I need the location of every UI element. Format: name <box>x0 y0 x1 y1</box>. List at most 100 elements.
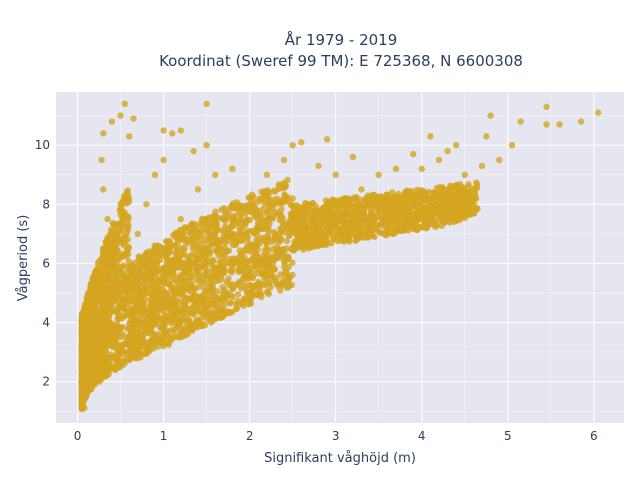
scatter-point <box>143 201 150 208</box>
scatter-point <box>237 212 244 219</box>
scatter-point <box>208 286 215 294</box>
scatter-point <box>145 339 153 346</box>
scatter-point <box>394 216 401 224</box>
scatter-point <box>246 201 253 208</box>
scatter-point <box>95 324 103 331</box>
scatter-point <box>211 219 218 227</box>
scatter-point <box>155 331 162 338</box>
scatter-point <box>87 363 94 370</box>
scatter-point <box>114 236 122 243</box>
scatter-point <box>115 305 123 312</box>
x-tick-label: 2 <box>246 429 254 443</box>
scatter-point <box>271 187 278 194</box>
scatter-point <box>252 292 260 299</box>
scatter-point <box>355 229 362 237</box>
scatter-point <box>142 254 149 261</box>
scatter-point <box>167 320 175 327</box>
scatter-point <box>283 237 291 245</box>
scatter-point <box>140 301 147 309</box>
scatter-point <box>248 256 255 263</box>
scatter-point <box>183 283 190 290</box>
scatter-point <box>150 261 158 268</box>
scatter-point <box>169 283 176 291</box>
scatter-point <box>401 201 408 208</box>
scatter-point <box>543 103 550 111</box>
scatter-point <box>282 257 290 264</box>
scatter-point <box>137 311 145 319</box>
scatter-point <box>315 162 322 170</box>
scatter-point <box>201 287 208 294</box>
scatter-point <box>370 191 377 199</box>
scatter-point <box>139 351 147 358</box>
scatter-point <box>121 274 128 281</box>
scatter-point <box>126 325 133 332</box>
scatter-point <box>207 248 214 255</box>
scatter-point <box>80 320 87 327</box>
scatter-point <box>280 156 288 164</box>
scatter-point <box>223 278 231 286</box>
scatter-point <box>134 230 141 238</box>
scatter-point <box>202 301 209 308</box>
scatter-point <box>124 268 131 276</box>
scatter-point <box>117 112 124 119</box>
scatter-point <box>276 216 284 224</box>
scatter-point <box>236 247 243 254</box>
scatter-point <box>95 334 103 341</box>
scatter-point <box>312 218 319 225</box>
scatter-point <box>454 189 462 197</box>
scatter-point <box>326 208 333 216</box>
scatter-point <box>176 252 183 259</box>
scatter-point <box>78 339 86 346</box>
scatter-point <box>427 133 434 140</box>
scatter-point <box>456 181 464 188</box>
scatter-point <box>171 277 179 284</box>
scatter-point <box>121 306 128 313</box>
scatter-point <box>360 214 367 222</box>
scatter-point <box>423 224 431 231</box>
scatter-point <box>90 318 98 325</box>
scatter-point <box>124 194 131 201</box>
scatter-point <box>368 210 376 217</box>
scatter-point <box>100 130 107 137</box>
scatter-point <box>289 142 296 149</box>
scatter-point <box>204 238 211 245</box>
scatter-point <box>150 293 157 300</box>
scatter-point <box>365 217 372 225</box>
scatter-point <box>181 278 188 285</box>
scatter-point <box>144 277 151 285</box>
scatter-point <box>129 311 136 318</box>
scatter-point <box>177 264 185 272</box>
scatter-point <box>135 257 142 264</box>
scatter-point <box>360 200 368 208</box>
scatter-point <box>236 262 243 270</box>
scatter-point <box>303 229 310 236</box>
scatter-point <box>371 218 378 225</box>
x-tick-label: 5 <box>504 429 512 443</box>
scatter-point <box>401 226 409 234</box>
scatter-point <box>108 341 115 348</box>
scatter-point <box>455 203 462 211</box>
scatter-point <box>222 217 229 224</box>
scatter-point <box>104 355 111 362</box>
scatter-point <box>387 206 395 214</box>
scatter-point <box>246 242 253 249</box>
scatter-point <box>390 230 397 237</box>
scatter-point <box>418 192 425 199</box>
scatter-point <box>223 225 231 233</box>
scatter-point <box>165 270 172 277</box>
scatter-point <box>323 136 331 143</box>
scatter-point <box>352 202 359 209</box>
scatter-point <box>176 229 183 236</box>
scatter-point <box>231 258 239 265</box>
scatter-point <box>190 250 197 257</box>
scatter-point <box>145 309 152 317</box>
scatter-point <box>312 206 319 214</box>
scatter-point <box>269 215 277 222</box>
scatter-point <box>278 185 285 192</box>
scatter-point <box>116 266 123 273</box>
scatter-point <box>371 233 378 241</box>
scatter-point <box>271 256 279 263</box>
scatter-point <box>173 247 181 254</box>
scatter-point <box>405 208 412 216</box>
scatter-point <box>210 292 217 300</box>
